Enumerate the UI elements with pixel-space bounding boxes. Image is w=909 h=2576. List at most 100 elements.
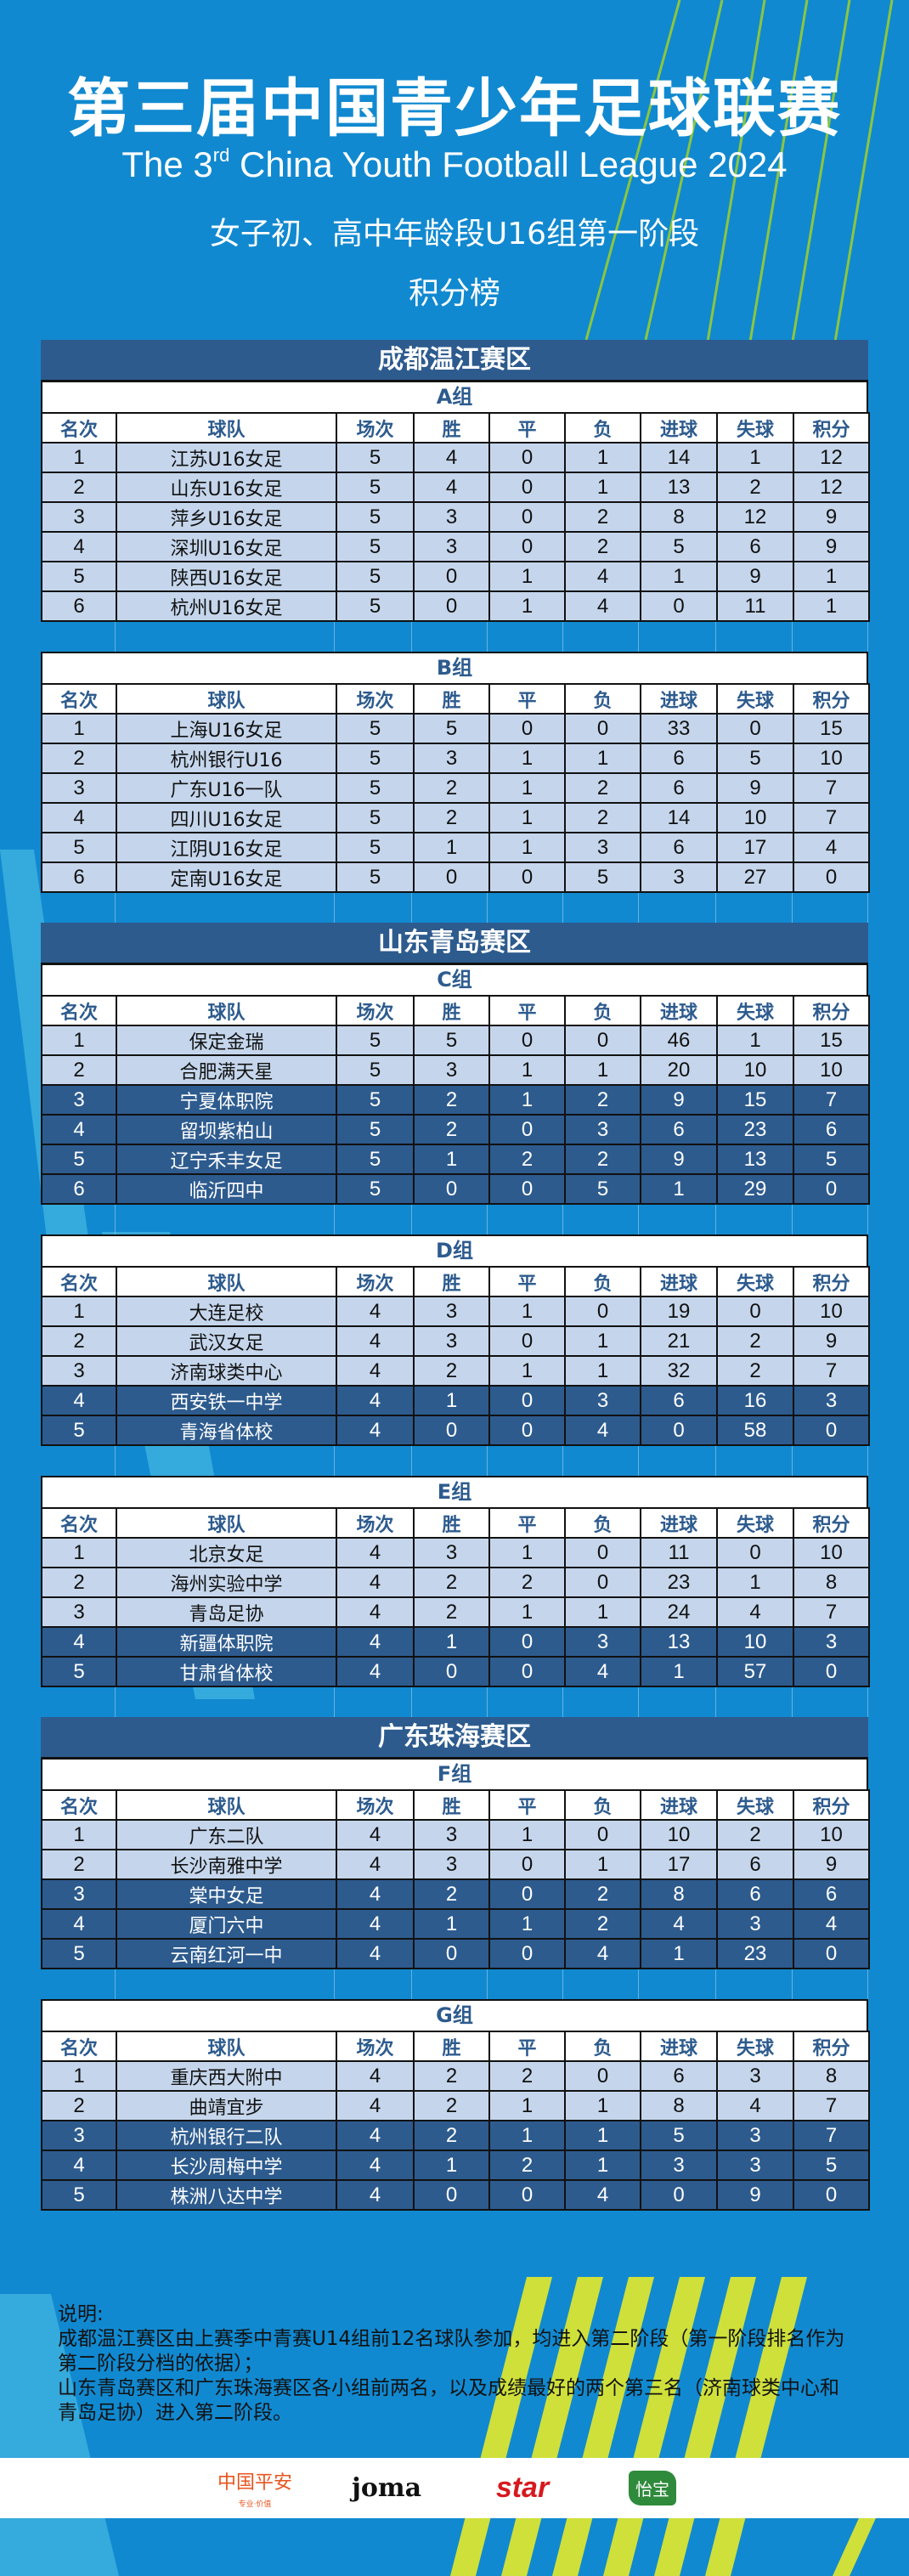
team-cell: 厦门六中	[116, 1908, 337, 1940]
spacer-column	[412, 1205, 488, 1234]
draws-cell: 0	[488, 1626, 566, 1658]
goals-against-cell: 5	[716, 743, 794, 774]
team-cell: 上海U16女足	[116, 713, 337, 744]
goals-against-cell: 3	[716, 1908, 794, 1940]
rank-cell: 6	[41, 590, 117, 622]
points-cell: 7	[793, 2120, 870, 2151]
played-cell: 5	[336, 531, 415, 562]
column-header: 胜	[413, 683, 490, 715]
goals-against-cell: 17	[716, 832, 794, 863]
standings-table: 名次 球队 场次胜平负进球 失球 积分 1 广东二队 4 3 1 0 10 2 10 2 长沙南雅中学 4 3 0 1…	[41, 1789, 870, 1969]
table-row: 1 广东二队 4 3 1 0 10 2 10	[41, 1819, 870, 1850]
column-header: 场次	[336, 683, 415, 715]
standings-table: 名次 球队 场次胜平负进球 失球 积分 1 上海U16女足 5 5 0 0 33 0 15 2 杭州银行U16…	[41, 683, 870, 893]
draws-cell: 0	[488, 1656, 566, 1687]
losses-cell: 3	[564, 1385, 641, 1416]
played-cell: 4	[336, 2090, 415, 2121]
rank-cell: 2	[41, 743, 117, 774]
wins-cell: 0	[413, 1656, 490, 1687]
table-row: 5 甘肃省体校 4 0 0 4 1 57 0	[41, 1656, 870, 1687]
goals-against-cell: 58	[716, 1415, 794, 1446]
wins-cell: 2	[413, 1596, 490, 1628]
team-cell: 新疆体职院	[116, 1626, 337, 1658]
losses-cell: 0	[564, 1819, 641, 1850]
team-cell: 长沙南雅中学	[116, 1849, 337, 1880]
points-cell: 0	[793, 1656, 870, 1687]
spacer-column	[41, 1687, 116, 1717]
goals-against-cell: 29	[716, 1173, 794, 1205]
column-header-row: 名次 球队 场次胜平负进球 失球 积分	[41, 683, 870, 715]
wins-cell: 3	[413, 1537, 490, 1568]
yibao-logo: 怡宝	[626, 2458, 679, 2518]
goals-against-cell: 9	[716, 561, 794, 592]
rank-cell: 5	[41, 1144, 117, 1175]
rank-cell: 2	[41, 2090, 117, 2121]
draws-cell: 0	[488, 1173, 566, 1205]
column-header: 进球	[640, 683, 718, 715]
spacer-column	[412, 1969, 488, 1999]
column-header: 名次	[41, 412, 117, 443]
losses-cell: 2	[564, 501, 641, 533]
goals-for-cell: 6	[640, 1114, 718, 1145]
spacer-column	[639, 1687, 716, 1717]
draws-cell: 1	[488, 1537, 566, 1568]
played-cell: 5	[336, 802, 415, 833]
team-cell: 深圳U16女足	[116, 531, 337, 562]
column-header: 平	[488, 1266, 566, 1297]
chinese-subtitle: 女子初、高中年龄段U16组第一阶段	[209, 217, 700, 251]
spacer-column	[41, 1446, 116, 1476]
wins-cell: 4	[413, 472, 490, 503]
played-cell: 5	[336, 1173, 415, 1205]
draws-cell: 0	[488, 2179, 566, 2211]
spacer-column	[488, 1205, 564, 1234]
team-cell: 杭州U16女足	[116, 590, 337, 622]
table-row: 4 长沙周梅中学 4 1 2 1 3 3 5	[41, 2149, 870, 2181]
points-cell: 9	[793, 531, 870, 562]
spacer-column	[41, 893, 116, 923]
draws-cell: 0	[488, 1325, 566, 1357]
goals-for-cell: 24	[640, 1596, 718, 1628]
table-row: 5 青海省体校 4 0 0 4 0 58 0	[41, 1415, 870, 1446]
table-spacer	[41, 1205, 868, 1234]
losses-cell: 0	[564, 713, 641, 744]
played-cell: 4	[336, 1385, 415, 1416]
wins-cell: 2	[413, 1567, 490, 1598]
spacer-column	[116, 1969, 335, 1999]
table-row: 1 北京女足 4 3 1 0 11 0 10	[41, 1537, 870, 1568]
goals-for-cell: 13	[640, 1626, 718, 1658]
losses-cell: 2	[564, 531, 641, 562]
losses-cell: 1	[564, 1355, 641, 1387]
spacer-column	[412, 622, 488, 652]
standings-table: 名次 球队 场次胜平负进球 失球 积分 1 江苏U16女足 5 4 0 1 14 1 12 2 山东U16女足…	[41, 412, 870, 622]
column-header: 球队	[116, 1507, 337, 1539]
points-cell: 3	[793, 1385, 870, 1416]
table-spacer	[41, 1969, 868, 1999]
table-row: 1 重庆西大附中 4 2 2 0 6 3 8	[41, 2060, 870, 2092]
wins-cell: 1	[413, 1626, 490, 1658]
played-cell: 4	[336, 1537, 415, 1568]
losses-cell: 0	[564, 1567, 641, 1598]
wins-cell: 0	[413, 861, 490, 893]
played-cell: 4	[336, 2149, 415, 2181]
spacer-column	[412, 1446, 488, 1476]
spacer-column	[716, 1446, 793, 1476]
team-cell: 定南U16女足	[116, 861, 337, 893]
wins-cell: 0	[413, 1173, 490, 1205]
column-header: 球队	[116, 1266, 337, 1297]
losses-cell: 0	[564, 1296, 641, 1327]
draws-cell: 1	[488, 2090, 566, 2121]
spacer-column	[41, 1205, 116, 1234]
column-header: 名次	[41, 995, 117, 1026]
points-cell: 8	[793, 1567, 870, 1598]
played-cell: 5	[336, 743, 415, 774]
spacer-column	[488, 1446, 564, 1476]
table-row: 1 保定金瑞 5 5 0 0 46 1 15	[41, 1025, 870, 1056]
played-cell: 5	[336, 713, 415, 744]
goals-for-cell: 11	[640, 1537, 718, 1568]
team-cell: 杭州银行U16	[116, 743, 337, 774]
column-header: 负	[564, 683, 641, 715]
table-row: 1 大连足校 4 3 1 0 19 0 10	[41, 1296, 870, 1327]
wins-cell: 0	[413, 1415, 490, 1446]
team-cell: 济南球类中心	[116, 1355, 337, 1387]
points-cell: 0	[793, 1173, 870, 1205]
